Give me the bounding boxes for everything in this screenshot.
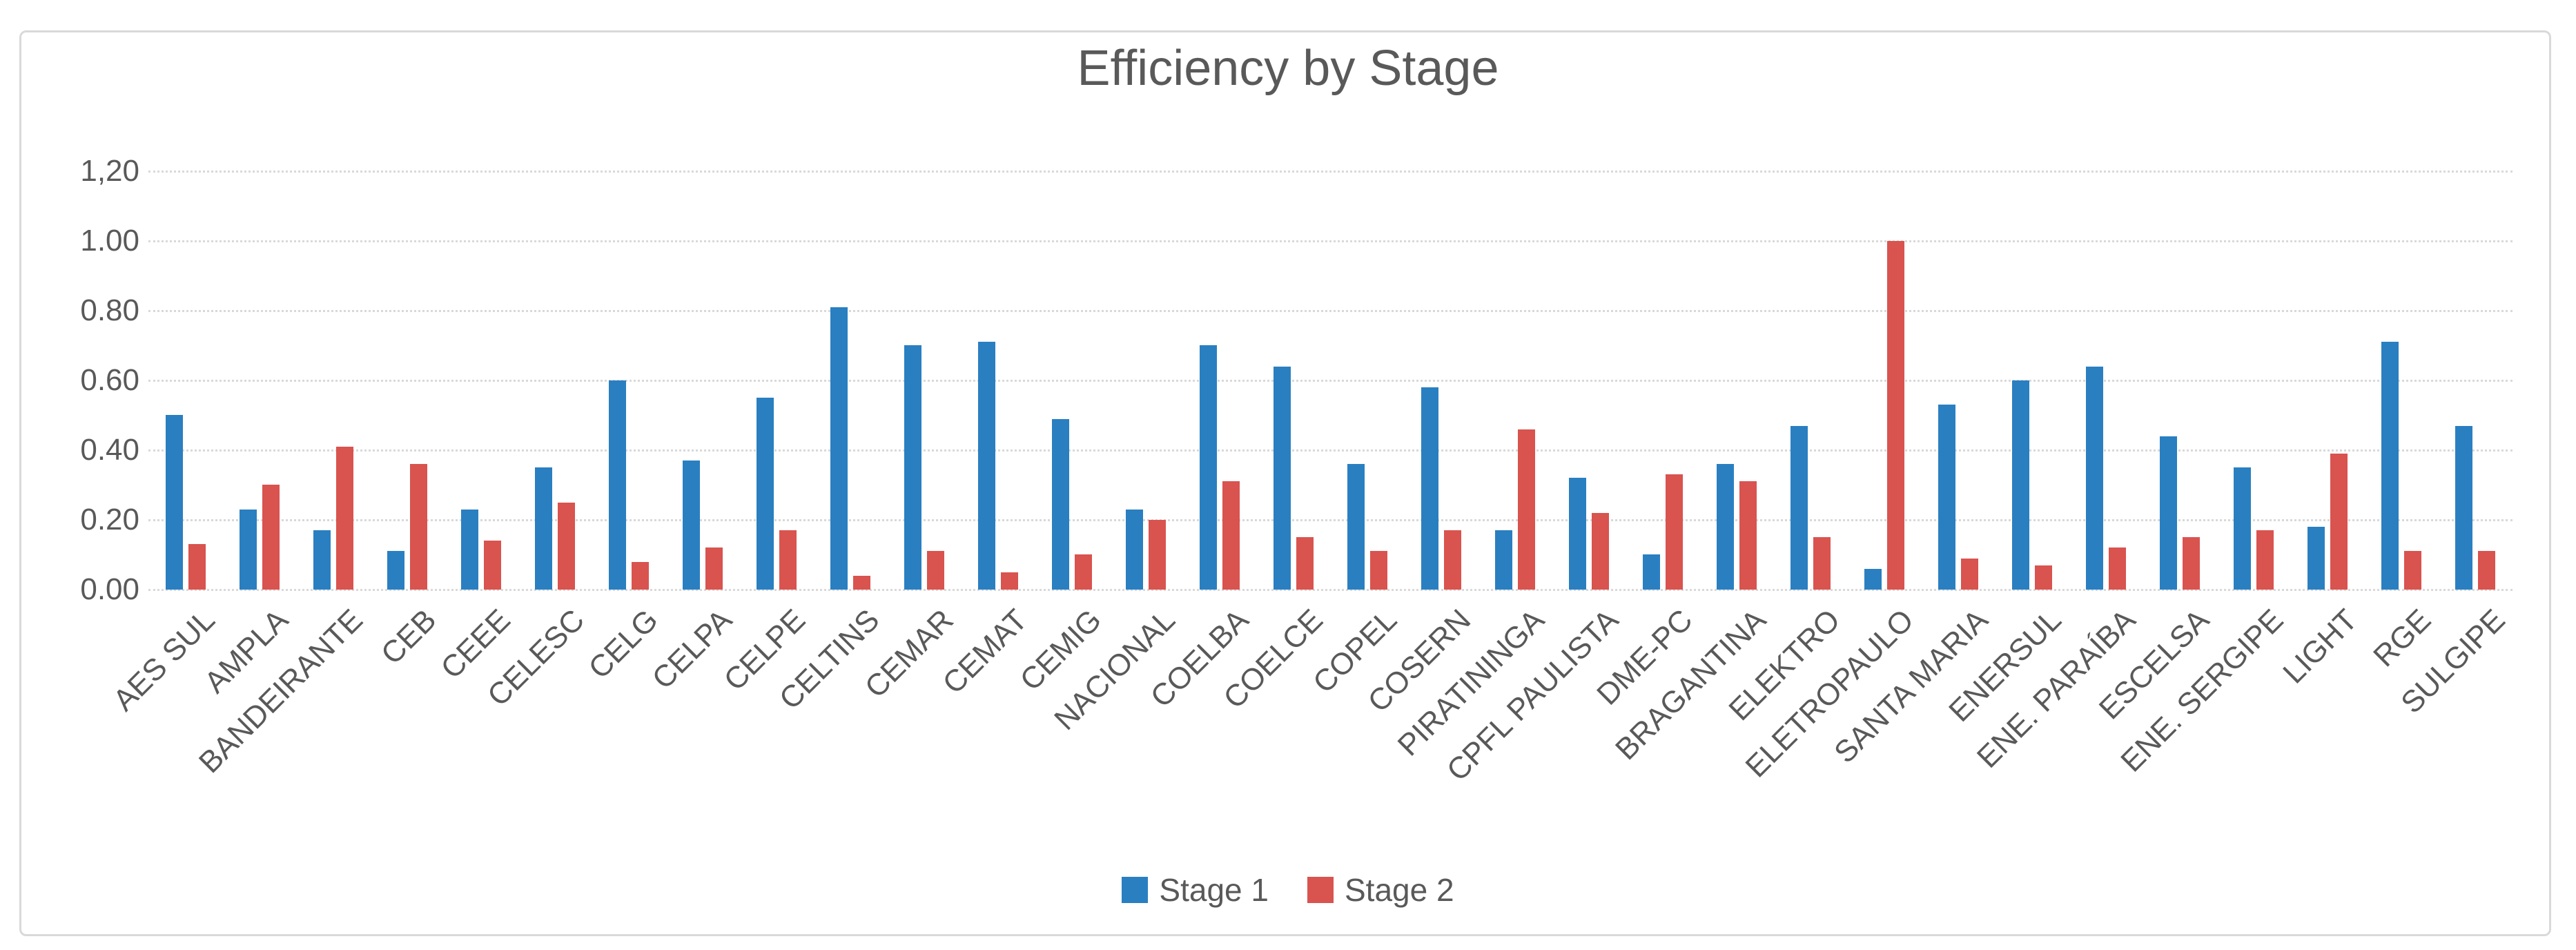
bar-stage2-ceb — [410, 464, 427, 590]
legend-item-stage2: Stage 2 — [1307, 874, 1454, 906]
bar-stage2-light — [2330, 454, 2348, 590]
stage1-swatch — [1122, 877, 1149, 903]
bar-stage2-ampla — [262, 485, 280, 590]
bar-stage1-ceee — [461, 510, 478, 590]
bar-stage2-dme-pc — [1666, 474, 1683, 590]
bar-stage1-celg — [609, 380, 626, 590]
gridline — [148, 519, 2512, 521]
bar-stage1-coelce — [1274, 367, 1291, 590]
bar-stage1-light — [2307, 527, 2325, 590]
bar-stage2-sulgipe — [2478, 551, 2495, 590]
bar-stage1-celpe — [757, 398, 774, 590]
stage2-swatch — [1307, 877, 1334, 903]
legend-item-stage1: Stage 1 — [1122, 874, 1269, 906]
bar-stage1-santa-maria — [1938, 405, 1955, 590]
bar-stage1-cemat — [978, 342, 995, 590]
bar-stage1-piratininga — [1495, 530, 1512, 590]
bar-stage2-cemat — [1001, 572, 1018, 590]
bar-stage2-aes-sul — [188, 544, 206, 590]
bar-stage2-celpa — [705, 547, 723, 590]
y-axis-label: 0.20 — [80, 503, 139, 536]
bar-stage2-coelce — [1296, 537, 1314, 590]
bar-stage1-cpfl-paulista — [1569, 478, 1586, 590]
bar-stage1-coelba — [1200, 345, 1217, 590]
bar-stage2-ceee — [484, 541, 501, 590]
y-axis-label: 1.00 — [80, 224, 139, 258]
bar-stage1-enersul — [2012, 380, 2029, 590]
legend-label-stage1: Stage 1 — [1159, 872, 1269, 908]
bar-stage2-piratininga — [1518, 429, 1535, 590]
bar-stage2-cpfl-paulista — [1592, 513, 1609, 590]
bar-stage1-aes-sul — [166, 415, 183, 590]
bar-stage2-cemar — [927, 551, 944, 590]
bar-stage1-elektro — [1790, 426, 1808, 590]
gridline — [148, 380, 2512, 382]
bar-stage2-coelba — [1222, 481, 1240, 590]
bar-stage1-sulgipe — [2455, 426, 2472, 590]
gridline — [148, 449, 2512, 452]
bar-stage2-ene-sergipe — [2256, 530, 2274, 590]
bar-stage2-cosern — [1444, 530, 1461, 590]
bar-stage2-bandeirante — [336, 447, 353, 590]
bar-stage1-cosern — [1421, 387, 1438, 590]
gridline — [148, 589, 2512, 591]
bar-stage2-nacional — [1149, 520, 1166, 590]
bar-stage1-cemig — [1052, 419, 1069, 590]
bar-stage1-celesc — [535, 467, 552, 590]
bar-stage1-ampla — [240, 510, 257, 590]
bar-stage2-celpe — [779, 530, 797, 590]
bar-stage2-celesc — [558, 503, 575, 590]
gridline — [148, 240, 2512, 242]
bar-stage2-celtins — [853, 576, 870, 590]
bar-stage1-dme-pc — [1643, 554, 1660, 590]
gridline — [148, 310, 2512, 312]
bar-stage1-copel — [1347, 464, 1365, 590]
y-axis-label: 1,20 — [80, 154, 139, 188]
bar-stage2-celg — [632, 562, 649, 590]
bar-stage2-elektro — [1813, 537, 1831, 590]
bar-stage1-escelsa — [2160, 436, 2177, 590]
bar-stage1-eletropaulo — [1864, 569, 1882, 590]
bar-stage1-bragantina — [1717, 464, 1734, 590]
y-axis-label: 0.60 — [80, 363, 139, 397]
bar-stage1-rge — [2381, 342, 2399, 590]
bar-stage2-escelsa — [2183, 537, 2200, 590]
bar-stage2-enersul — [2035, 565, 2052, 590]
bar-stage1-cemar — [904, 345, 921, 590]
bar-stage1-celtins — [830, 307, 848, 590]
legend-label-stage2: Stage 2 — [1345, 872, 1454, 908]
bar-stage2-copel — [1370, 551, 1387, 590]
bar-stage2-cemig — [1075, 554, 1092, 590]
bar-stage1-celpa — [683, 461, 700, 590]
chart-title: Efficiency by Stage — [1077, 41, 1499, 96]
bar-stage1-nacional — [1126, 510, 1143, 590]
bar-stage2-bragantina — [1739, 481, 1757, 590]
y-axis-label: 0.80 — [80, 293, 139, 327]
bar-stage2-rge — [2404, 551, 2421, 590]
y-axis-label: 0.00 — [80, 572, 139, 606]
bar-stage1-bandeirante — [313, 530, 331, 590]
bar-stage1-ene-para-ba — [2086, 367, 2103, 590]
gridline — [148, 171, 2512, 173]
bar-stage1-ene-sergipe — [2234, 467, 2251, 590]
bar-stage2-santa-maria — [1961, 559, 1978, 590]
legend: Stage 1 Stage 2 — [0, 874, 2576, 906]
bar-stage2-eletropaulo — [1887, 241, 1904, 590]
bar-stage2-ene-para-ba — [2109, 547, 2126, 590]
bar-stage1-ceb — [387, 551, 404, 590]
y-axis-label: 0.40 — [80, 433, 139, 467]
